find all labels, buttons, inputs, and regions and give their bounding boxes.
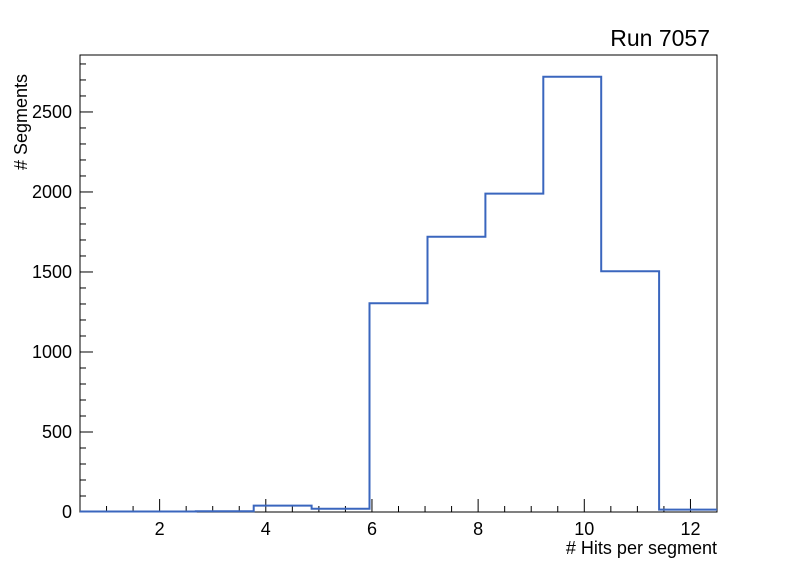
histogram-line <box>80 75 717 513</box>
y-axis-title: # Segments <box>11 74 31 170</box>
plot-title: Run 7057 <box>610 25 710 51</box>
y-tick-label: 2500 <box>32 102 72 122</box>
x-tick-label: 10 <box>574 519 594 539</box>
y-tick-label: 2000 <box>32 182 72 202</box>
x-tick-label: 12 <box>680 519 700 539</box>
x-axis-title: # Hits per segment <box>566 538 717 558</box>
y-tick-label: 1000 <box>32 342 72 362</box>
x-tick-label: 8 <box>473 519 483 539</box>
y-tick-label: 500 <box>42 422 72 442</box>
plot-frame <box>79 54 718 513</box>
x-tick-label: 2 <box>155 519 165 539</box>
y-tick-label: 0 <box>62 502 72 522</box>
x-tick-label: 4 <box>261 519 271 539</box>
x-tick-label: 6 <box>367 519 377 539</box>
y-tick-label: 1500 <box>32 262 72 282</box>
